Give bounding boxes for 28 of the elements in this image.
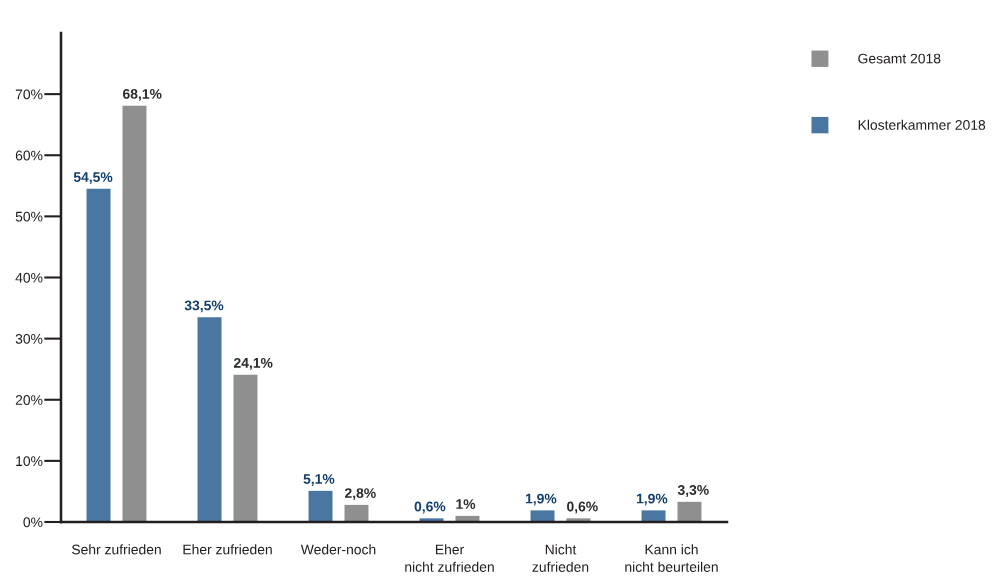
y-tick-label: 10% bbox=[16, 456, 43, 467]
data-label: 1,9% bbox=[525, 493, 557, 506]
x-tick-label: Eher zufrieden bbox=[183, 544, 272, 555]
y-tick-label: 20% bbox=[15, 395, 43, 405]
data-label: 33,5% bbox=[184, 300, 224, 313]
y-tick-label: 30% bbox=[15, 333, 43, 344]
data-label: 54,5% bbox=[73, 172, 113, 184]
data-label: 3,3% bbox=[677, 485, 709, 497]
data-label: 2,8% bbox=[344, 488, 376, 500]
data-label: 1,9% bbox=[636, 493, 668, 506]
y-tick-label: 0% bbox=[23, 517, 43, 528]
legend-label: Gesamt 2018 bbox=[858, 53, 941, 64]
data-label: 1% bbox=[456, 499, 476, 509]
y-tick-label: 60% bbox=[15, 150, 43, 161]
x-tick-label: Kann ich nicht beurteilen bbox=[625, 544, 718, 572]
data-label: 5,1% bbox=[303, 474, 335, 486]
legend-label: Klosterkammer 2018 bbox=[858, 119, 986, 130]
x-tick-label: Eher nicht zufrieden bbox=[405, 544, 494, 572]
y-tick-label: 70% bbox=[15, 89, 43, 100]
x-tick-label: Nicht zufrieden bbox=[532, 544, 589, 572]
data-label: 0,6% bbox=[414, 501, 446, 514]
x-tick-label: Sehr zufrieden bbox=[71, 544, 161, 555]
y-tick-label: 40% bbox=[15, 272, 43, 283]
data-label: 0,6% bbox=[567, 501, 598, 514]
data-label: 24,1% bbox=[233, 357, 273, 370]
data-label: 68,1% bbox=[123, 88, 162, 101]
x-tick-label: Weder-noch bbox=[300, 544, 376, 555]
y-tick-label: 50% bbox=[15, 211, 43, 222]
